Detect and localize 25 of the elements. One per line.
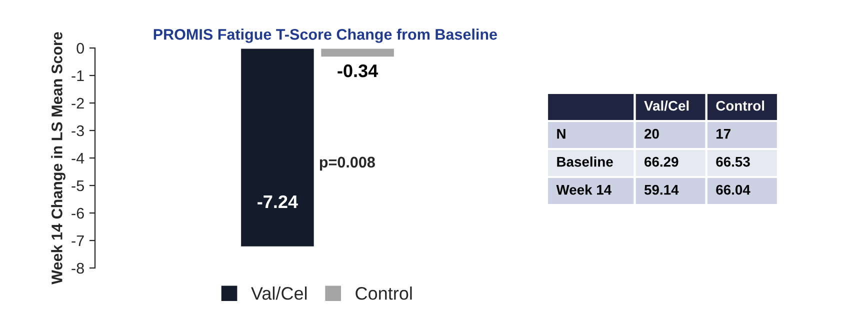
y-tick-label: -7 xyxy=(72,236,84,246)
y-tick-label: -2 xyxy=(72,98,84,109)
legend-label: Control xyxy=(356,286,412,300)
y-tick-label: 0 xyxy=(76,42,84,54)
y-tick-label: -1 xyxy=(72,70,84,82)
y-tick-label: N xyxy=(557,129,566,139)
y-tick-label: -6 xyxy=(72,208,84,219)
y-tick-label: Baseline xyxy=(557,156,613,167)
y-tick-label: -4 xyxy=(72,153,84,164)
data-label: 66.53 xyxy=(716,156,750,167)
y-tick-label: -8 xyxy=(72,262,84,274)
y-tick-label: -5 xyxy=(72,180,84,192)
data-label: 66.29 xyxy=(644,156,678,167)
data-label: 20 xyxy=(644,128,659,139)
legend-label: Val/Cel xyxy=(251,286,307,300)
chart-title: PROMIS Fatigue T-Score Change from Baseline xyxy=(154,28,497,43)
annotation: p=0.008 xyxy=(320,156,375,171)
data-label: 17 xyxy=(716,129,730,139)
y-tick-label: Week 14 xyxy=(556,184,612,195)
y-axis-title: Week 14 Change in LS Mean Score xyxy=(51,32,66,284)
data-label: -7.24 xyxy=(258,195,298,208)
y-tick-label: -3 xyxy=(72,125,84,136)
data-label: 59.14 xyxy=(644,184,679,195)
data-label: -0.34 xyxy=(338,64,378,78)
data-label: 66.04 xyxy=(716,184,750,195)
